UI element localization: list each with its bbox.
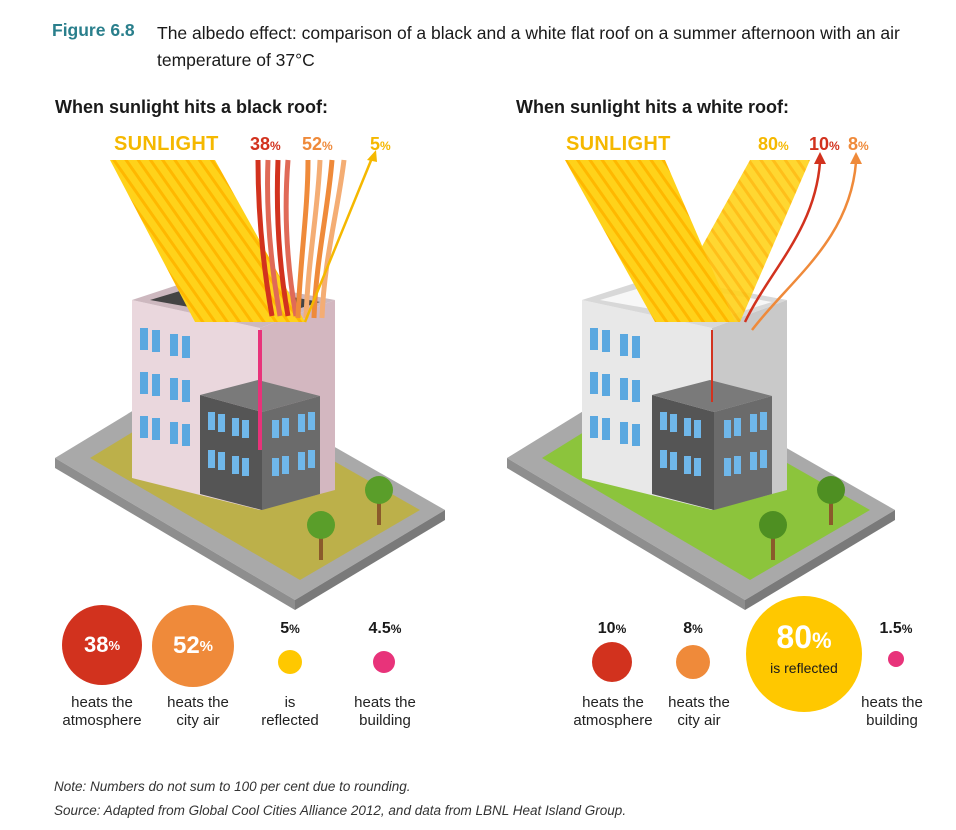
stat-label-atmosphere-right: heats the atmosphere [573, 694, 653, 729]
source-text: Source: Adapted from Global Cool Cities … [54, 803, 627, 818]
reflected-beam [660, 160, 810, 322]
top-pct-right-8: 8% [848, 134, 869, 154]
note-text: Note: Numbers do not sum to 100 per cent… [54, 779, 411, 794]
stat-label-atmosphere-left: heats the atmosphere [62, 694, 142, 729]
stat-value-atmosphere-right: 10% [597, 620, 627, 637]
top-pct-left-5: 5% [370, 134, 391, 154]
stat-label-building-left: heats the building [354, 694, 416, 729]
figure-title: The albedo effect: comparison of a black… [157, 23, 900, 70]
tree-icon [365, 476, 393, 525]
tree-icon [307, 511, 335, 560]
stat-dot-building-right [888, 651, 904, 667]
white-roof-title: When sunlight hits a white roof: [516, 97, 789, 117]
stat-circle-atmosphere-left: 38% [62, 605, 142, 685]
sunlight-label-right: SUNLIGHT [566, 133, 671, 155]
stat-value-cityair-right: 8% [683, 620, 703, 637]
top-pct-right-10: 10% [809, 134, 840, 154]
white-roof-scene [507, 152, 895, 610]
stat-circle-cityair-left: 52% [152, 605, 234, 687]
top-pct-left-52: 52% [302, 134, 333, 154]
building-heat-line [711, 330, 713, 402]
black-roof-scene [55, 150, 445, 610]
stat-dot-building-left [373, 651, 395, 673]
stat-label-reflected-left: is reflected [261, 694, 319, 729]
stat-circle-reflected-right: 80% is reflected [746, 596, 862, 712]
top-pct-left-38: 38% [250, 134, 281, 154]
stat-dot-reflected-left [278, 650, 302, 674]
stat-value-reflected-left: 5% [280, 620, 300, 637]
stat-label-building-right: heats the building [861, 694, 923, 729]
building-heat-line [258, 330, 262, 450]
sunlight-beam-left [110, 160, 305, 322]
stat-dot-cityair-right [676, 645, 710, 679]
stat-value-building-right: 1.5% [879, 620, 913, 637]
stat-dot-atmosphere-right [592, 642, 632, 682]
tree-icon [759, 511, 787, 560]
tree-icon [817, 476, 845, 525]
stat-label-cityair-left: heats the city air [167, 694, 229, 729]
sunlight-label-left: SUNLIGHT [114, 133, 219, 155]
stat-value-building-left: 4.5% [368, 620, 402, 637]
figure-label: Figure 6.8 [52, 20, 135, 40]
black-roof-title: When sunlight hits a black roof: [55, 97, 329, 117]
top-pct-right-80: 80% [758, 134, 789, 154]
stat-label-cityair-right: heats the city air [668, 694, 730, 729]
